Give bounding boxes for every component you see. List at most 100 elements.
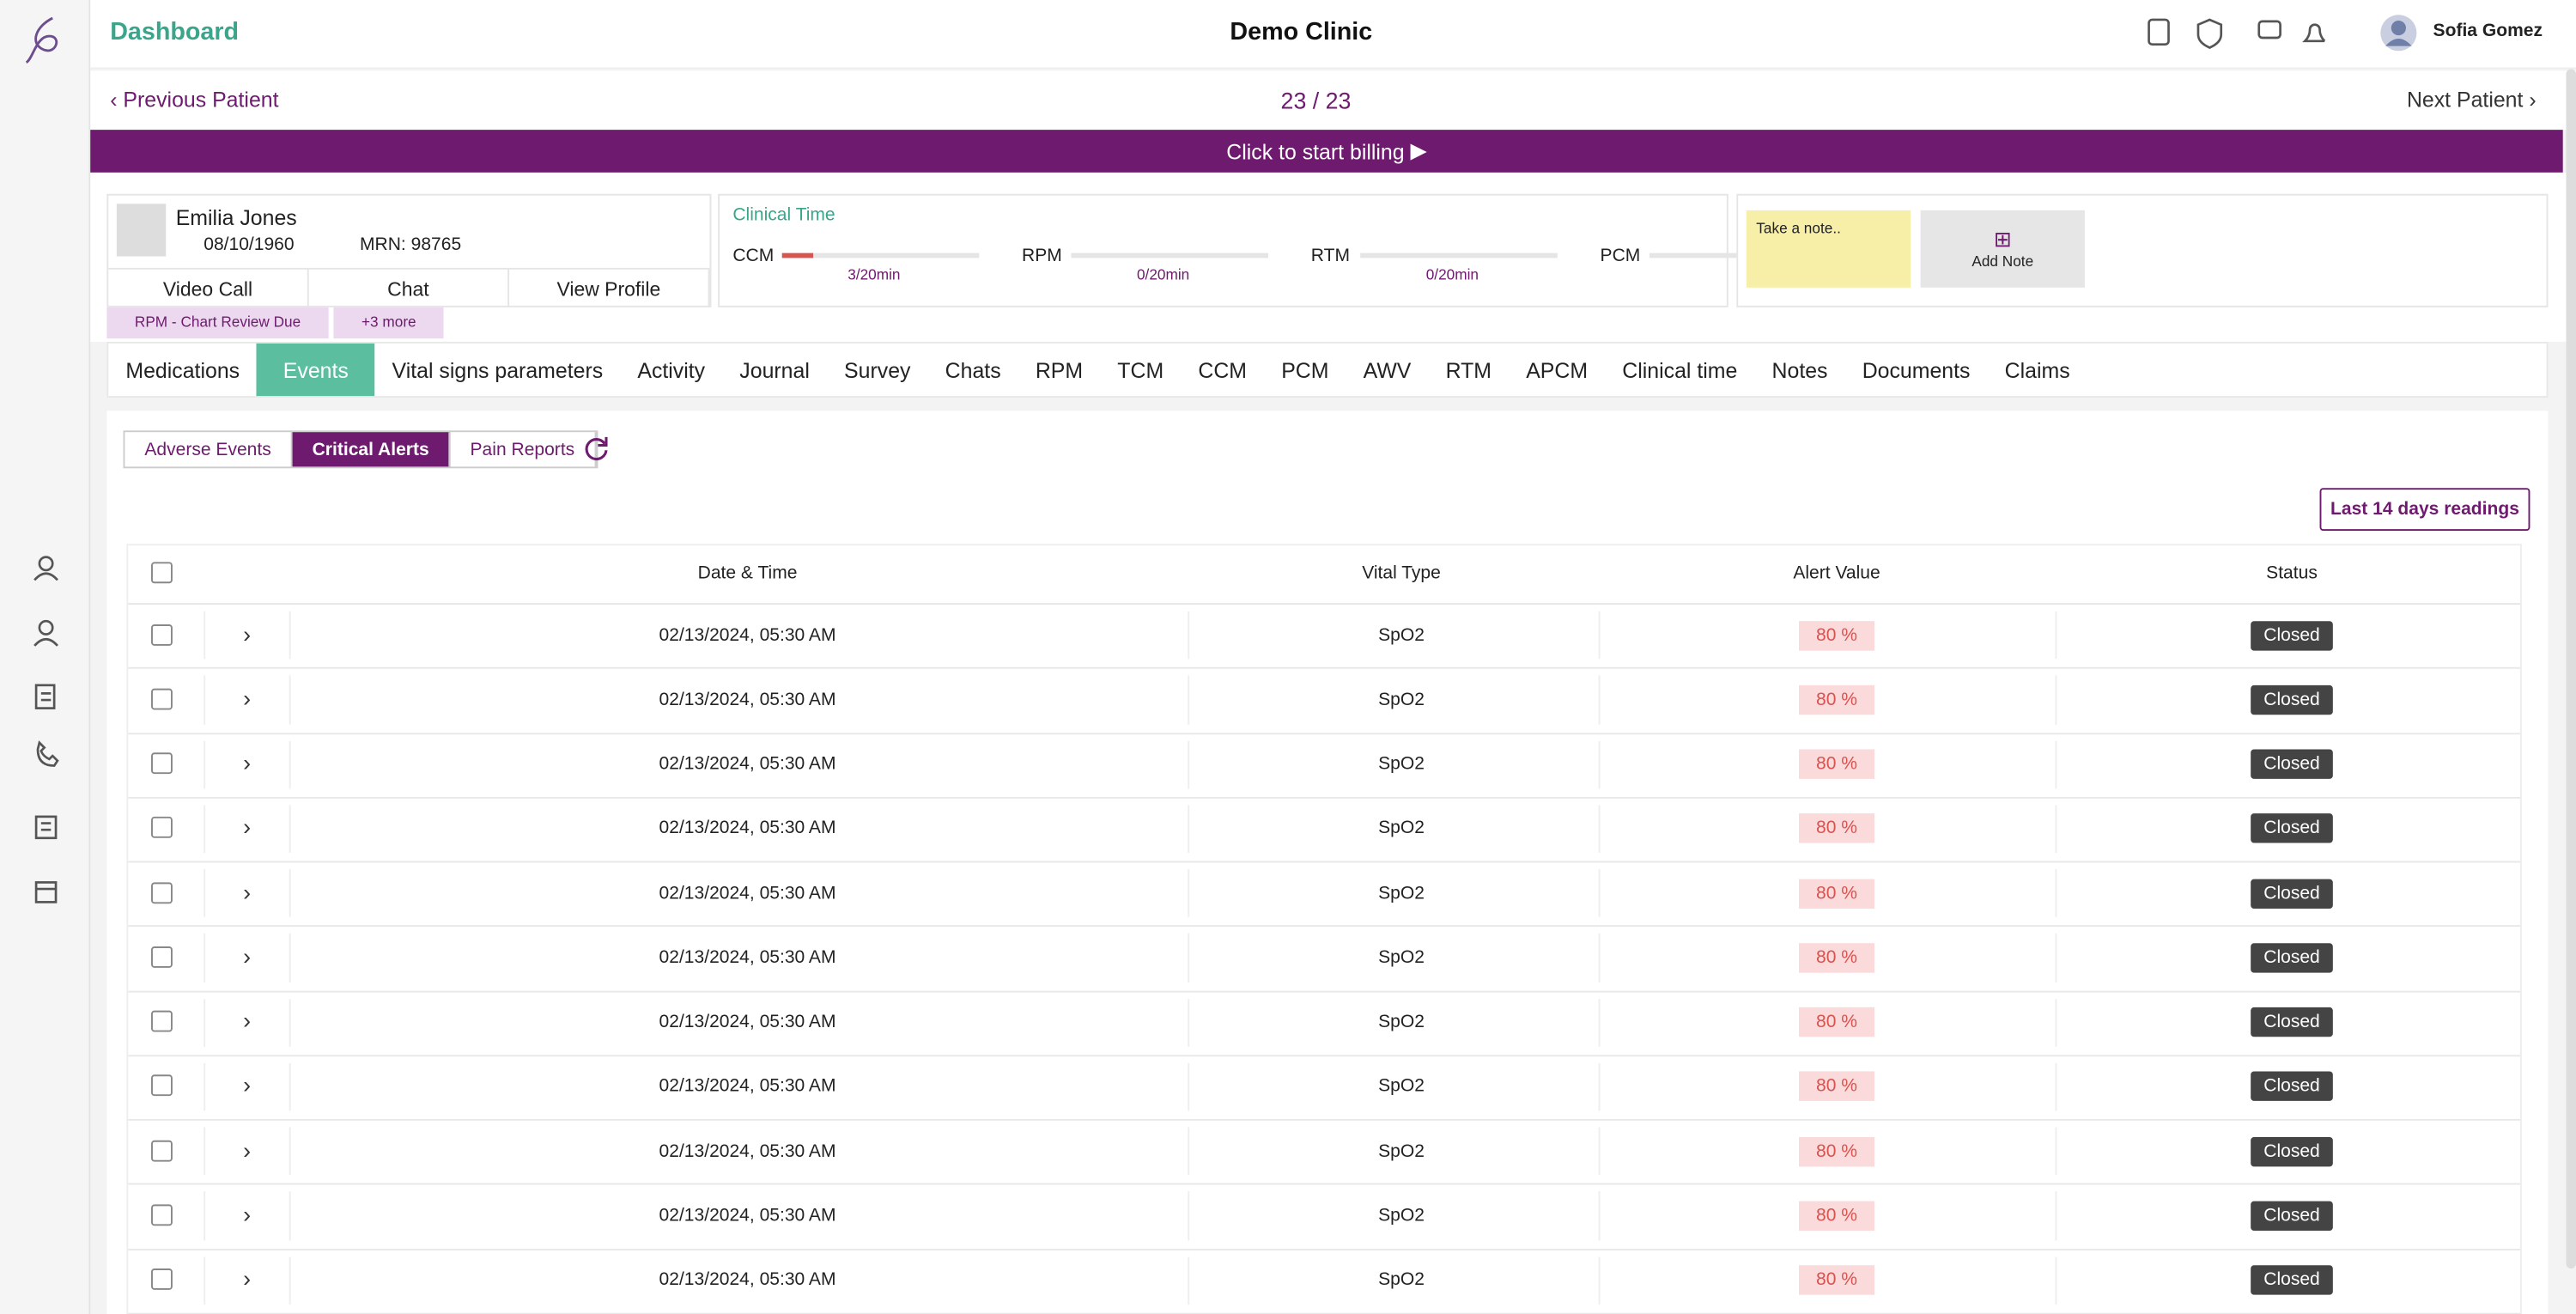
alert-value: 80 % bbox=[1799, 620, 1874, 650]
previous-label[interactable]: Previous Patient bbox=[123, 87, 279, 113]
patient-action[interactable]: Chat bbox=[309, 269, 510, 307]
cell: 02/13/2024, 05:30 AM bbox=[583, 1072, 912, 1101]
expand-icon[interactable]: › bbox=[243, 813, 252, 841]
expand-icon[interactable]: › bbox=[243, 878, 252, 905]
program-time: 3/20min bbox=[848, 265, 901, 283]
tab[interactable]: Journal bbox=[739, 357, 810, 382]
brand[interactable]: Dashboard bbox=[110, 18, 240, 46]
next-patient[interactable]: Next Patient › bbox=[2406, 87, 2537, 113]
tab[interactable]: Medications bbox=[125, 357, 240, 382]
tab[interactable]: Clinical time bbox=[1622, 357, 1738, 382]
tab[interactable]: TCM bbox=[1117, 357, 1164, 382]
status-badge: Closed bbox=[2250, 1265, 2334, 1295]
cell-divider bbox=[289, 1256, 291, 1305]
patient-action[interactable]: Video Call bbox=[108, 269, 309, 307]
expand-icon[interactable]: › bbox=[243, 620, 252, 648]
row-checkbox[interactable] bbox=[151, 1268, 173, 1291]
tab[interactable]: Chats bbox=[945, 357, 1001, 382]
program-name: PCM bbox=[1600, 246, 1641, 266]
cell: 80 % bbox=[1673, 620, 2002, 650]
row-checkbox[interactable] bbox=[151, 1140, 173, 1161]
expand-icon[interactable]: › bbox=[243, 684, 252, 712]
patient-tag[interactable]: RPM - Chart Review Due bbox=[106, 307, 329, 339]
tab[interactable]: CCM bbox=[1198, 357, 1248, 382]
row-checkbox[interactable] bbox=[151, 1074, 173, 1097]
patient-photo bbox=[116, 204, 167, 257]
cell: Closed bbox=[2128, 1007, 2457, 1037]
patient-tag[interactable]: +3 more bbox=[333, 307, 445, 339]
row-checkbox[interactable] bbox=[151, 946, 173, 968]
patient-dob: 08/10/1960 bbox=[204, 234, 295, 255]
expand-icon[interactable]: › bbox=[243, 1007, 252, 1034]
previous-patient[interactable]: ‹ Previous Patient bbox=[110, 87, 279, 113]
sub-tab[interactable]: Pain Reports bbox=[451, 432, 597, 467]
add-note[interactable]: ⊞ Add Note bbox=[1920, 210, 2085, 288]
clinical-time-title: Clinical Time bbox=[732, 205, 835, 226]
row-checkbox[interactable] bbox=[151, 1204, 173, 1226]
cell-divider bbox=[204, 739, 206, 788]
tab[interactable]: AWV bbox=[1363, 357, 1412, 382]
header-icons[interactable] bbox=[2144, 16, 2349, 49]
row-checkbox[interactable] bbox=[151, 817, 173, 839]
sidebar bbox=[0, 0, 91, 1314]
cell-divider bbox=[1188, 805, 1190, 853]
next-label[interactable]: Next Patient bbox=[2406, 87, 2524, 113]
tab[interactable]: Activity bbox=[637, 357, 706, 382]
billing-label[interactable]: Click to start billing bbox=[1226, 138, 1405, 164]
patient-nav: ‹ Previous Patient 23 / 23 Next Patient … bbox=[90, 70, 2576, 131]
tab[interactable]: Survey bbox=[844, 357, 911, 382]
tab-bar: Medications Events Vital signs parameters A… bbox=[106, 341, 2549, 398]
tab[interactable]: Notes bbox=[1771, 357, 1828, 382]
refresh[interactable] bbox=[581, 434, 611, 463]
avatar[interactable] bbox=[2379, 13, 2418, 52]
note-input[interactable]: Take a note.. bbox=[1746, 210, 1911, 288]
alert-value: 80 % bbox=[1799, 813, 1874, 844]
row-checkbox[interactable] bbox=[151, 881, 173, 903]
cell-divider bbox=[1188, 1127, 1190, 1176]
expand-icon[interactable]: › bbox=[243, 1072, 252, 1098]
cell-divider bbox=[1598, 869, 1601, 918]
tab[interactable]: RPM bbox=[1035, 357, 1084, 382]
tab[interactable]: APCM bbox=[1526, 357, 1589, 382]
expand-icon[interactable]: › bbox=[243, 1136, 252, 1163]
alert-value: 80 % bbox=[1799, 1136, 1874, 1166]
sub-tab[interactable]: Critical Alerts bbox=[292, 432, 451, 467]
alert-value: 80 % bbox=[1799, 749, 1874, 780]
tab[interactable]: Claims bbox=[2004, 357, 2070, 382]
row-border bbox=[128, 732, 2520, 734]
cell: Closed bbox=[2128, 878, 2457, 909]
billing-bar[interactable]: Click to start billing ▶ bbox=[90, 130, 2563, 173]
row-checkbox[interactable] bbox=[151, 1010, 173, 1032]
tab[interactable]: Vital signs parameters bbox=[392, 357, 604, 382]
cell: SpO2 bbox=[1237, 620, 1566, 649]
program-bar bbox=[1360, 252, 1558, 259]
patient-action[interactable]: View Profile bbox=[509, 269, 710, 307]
add-note-label[interactable]: Add Note bbox=[1971, 252, 2034, 270]
expand-icon[interactable]: › bbox=[243, 942, 252, 970]
readings-button[interactable]: Last 14 days readings bbox=[2319, 488, 2530, 531]
sub-tab[interactable]: Adverse Events bbox=[125, 432, 293, 467]
expand-icon[interactable]: › bbox=[243, 1201, 252, 1227]
cell-divider bbox=[1188, 934, 1190, 982]
clinic-name: Demo Clinic bbox=[1230, 18, 1373, 46]
date-time: 02/13/2024, 05:30 AM bbox=[659, 754, 836, 775]
cell-divider bbox=[1598, 675, 1601, 724]
tab[interactable]: Documents bbox=[1862, 357, 1971, 382]
cell: Closed bbox=[2128, 813, 2457, 844]
sidebar-icons[interactable] bbox=[29, 554, 62, 916]
select-all[interactable] bbox=[151, 562, 173, 584]
tab[interactable]: RTM bbox=[1445, 357, 1492, 382]
row-checkbox[interactable] bbox=[151, 688, 173, 710]
expand-icon[interactable]: › bbox=[243, 749, 252, 776]
user-name[interactable]: Sofia Gomez bbox=[2433, 21, 2543, 41]
vital-type: SpO2 bbox=[1378, 754, 1425, 775]
row-checkbox[interactable] bbox=[151, 752, 173, 775]
cell-divider bbox=[289, 675, 291, 724]
tab[interactable]: Events bbox=[257, 343, 375, 397]
date-time: 02/13/2024, 05:30 AM bbox=[659, 1076, 836, 1097]
expand-icon[interactable]: › bbox=[243, 1265, 252, 1293]
tab[interactable]: PCM bbox=[1281, 357, 1329, 382]
cell-divider bbox=[1188, 869, 1190, 918]
row-checkbox[interactable] bbox=[151, 624, 173, 646]
